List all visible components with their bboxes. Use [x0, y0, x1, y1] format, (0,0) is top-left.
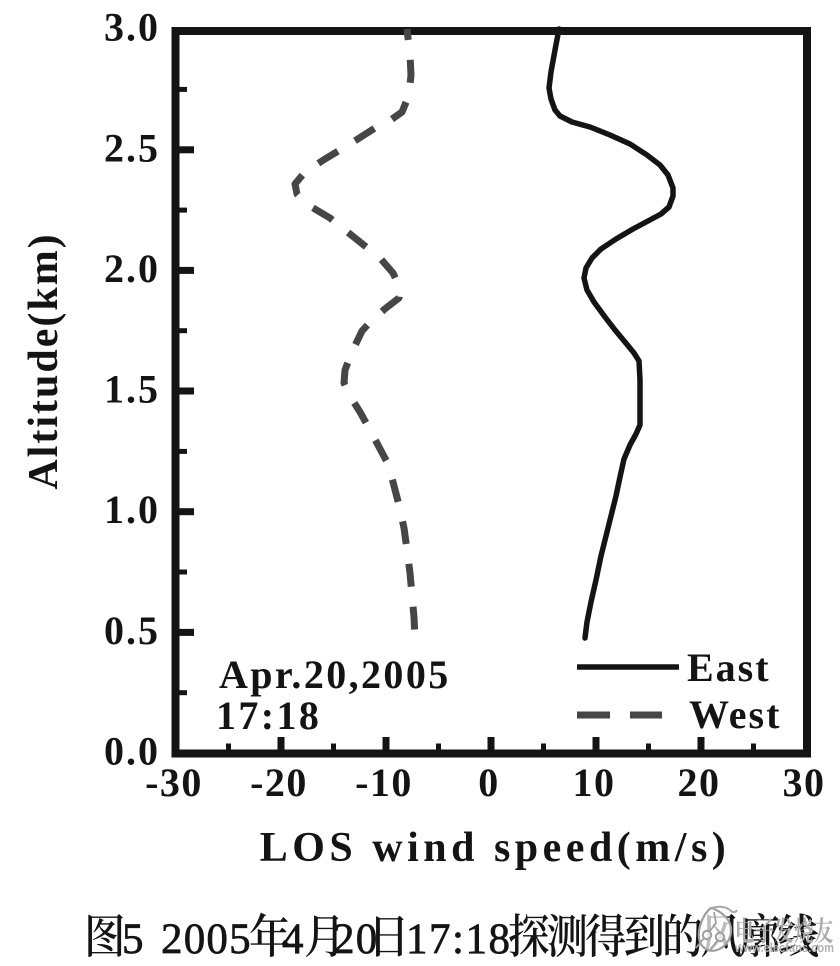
svg-text:2005: 2005 — [161, 916, 252, 961]
svg-text:www.elecfans.com: www.elecfans.com — [734, 941, 834, 955]
svg-text:0: 0 — [478, 760, 500, 805]
svg-text:30: 30 — [783, 760, 826, 805]
svg-text:20: 20 — [333, 916, 378, 961]
svg-text:East: East — [687, 645, 771, 690]
svg-text:17:18: 17:18 — [406, 916, 511, 961]
svg-text:2.5: 2.5 — [104, 125, 160, 170]
svg-text:4: 4 — [282, 916, 305, 961]
svg-text:1.5: 1.5 — [104, 367, 160, 412]
svg-text:0.5: 0.5 — [104, 608, 160, 653]
svg-text:1.0: 1.0 — [104, 487, 160, 532]
svg-text:0.0: 0.0 — [104, 729, 160, 774]
svg-text:West: West — [689, 692, 781, 737]
svg-text:5: 5 — [122, 916, 145, 961]
svg-text:Altitude(km): Altitude(km) — [21, 232, 67, 489]
svg-text:-10: -10 — [355, 760, 413, 805]
svg-text:Apr.20,2005: Apr.20,2005 — [219, 652, 451, 697]
svg-text:LOS wind speed(m/s): LOS wind speed(m/s) — [260, 825, 731, 871]
svg-text:20: 20 — [678, 760, 721, 805]
svg-text:3.0: 3.0 — [104, 5, 160, 50]
svg-text:17:18: 17:18 — [216, 693, 321, 738]
svg-text:10: 10 — [573, 760, 616, 805]
svg-text:-30: -30 — [145, 760, 203, 805]
svg-text:2.0: 2.0 — [104, 246, 160, 291]
svg-text:-20: -20 — [250, 760, 308, 805]
